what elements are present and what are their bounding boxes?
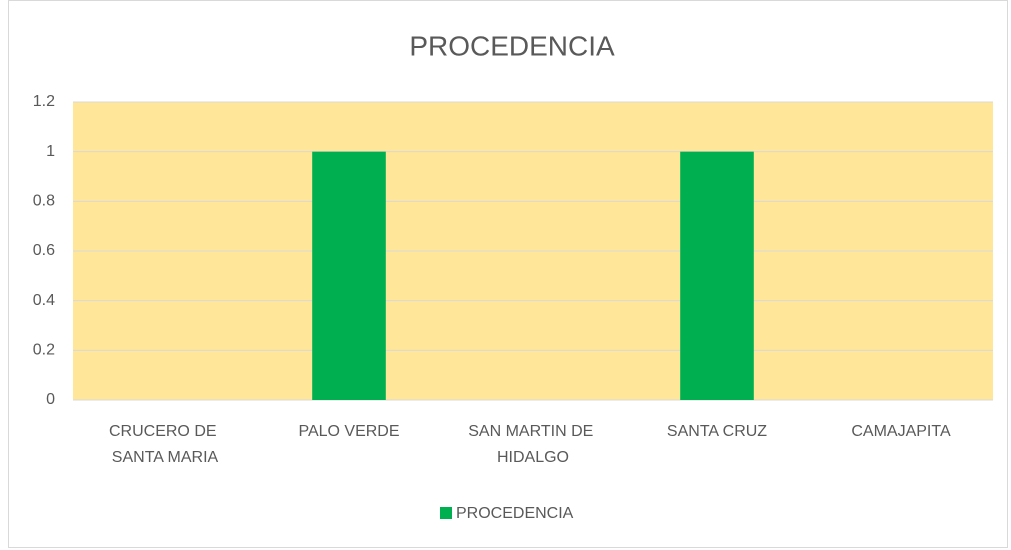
chart-title: PROCEDENCIA [409,30,615,61]
y-tick-label: 1.2 [33,93,55,110]
y-tick-label: 0.8 [33,193,55,210]
x-tick-label: PALO VERDE [298,423,399,440]
x-tick-label: CAMAJAPITA [851,423,951,440]
y-tick-label: 0.2 [33,342,55,359]
legend-swatch [440,507,452,519]
bar [680,151,754,400]
y-tick-label: 0 [46,391,55,408]
bar [312,151,386,400]
x-tick-label: SAN MARTIN DE HIDALGO [468,423,598,466]
y-tick-label: 1 [46,143,55,160]
x-tick-label: SANTA CRUZ [667,423,767,440]
y-tick-label: 0.6 [33,242,55,259]
x-tick-label: CRUCERO DE SANTA MARIA [109,423,221,466]
y-tick-label: 0.4 [33,292,55,309]
legend-label: PROCEDENCIA [456,505,574,522]
